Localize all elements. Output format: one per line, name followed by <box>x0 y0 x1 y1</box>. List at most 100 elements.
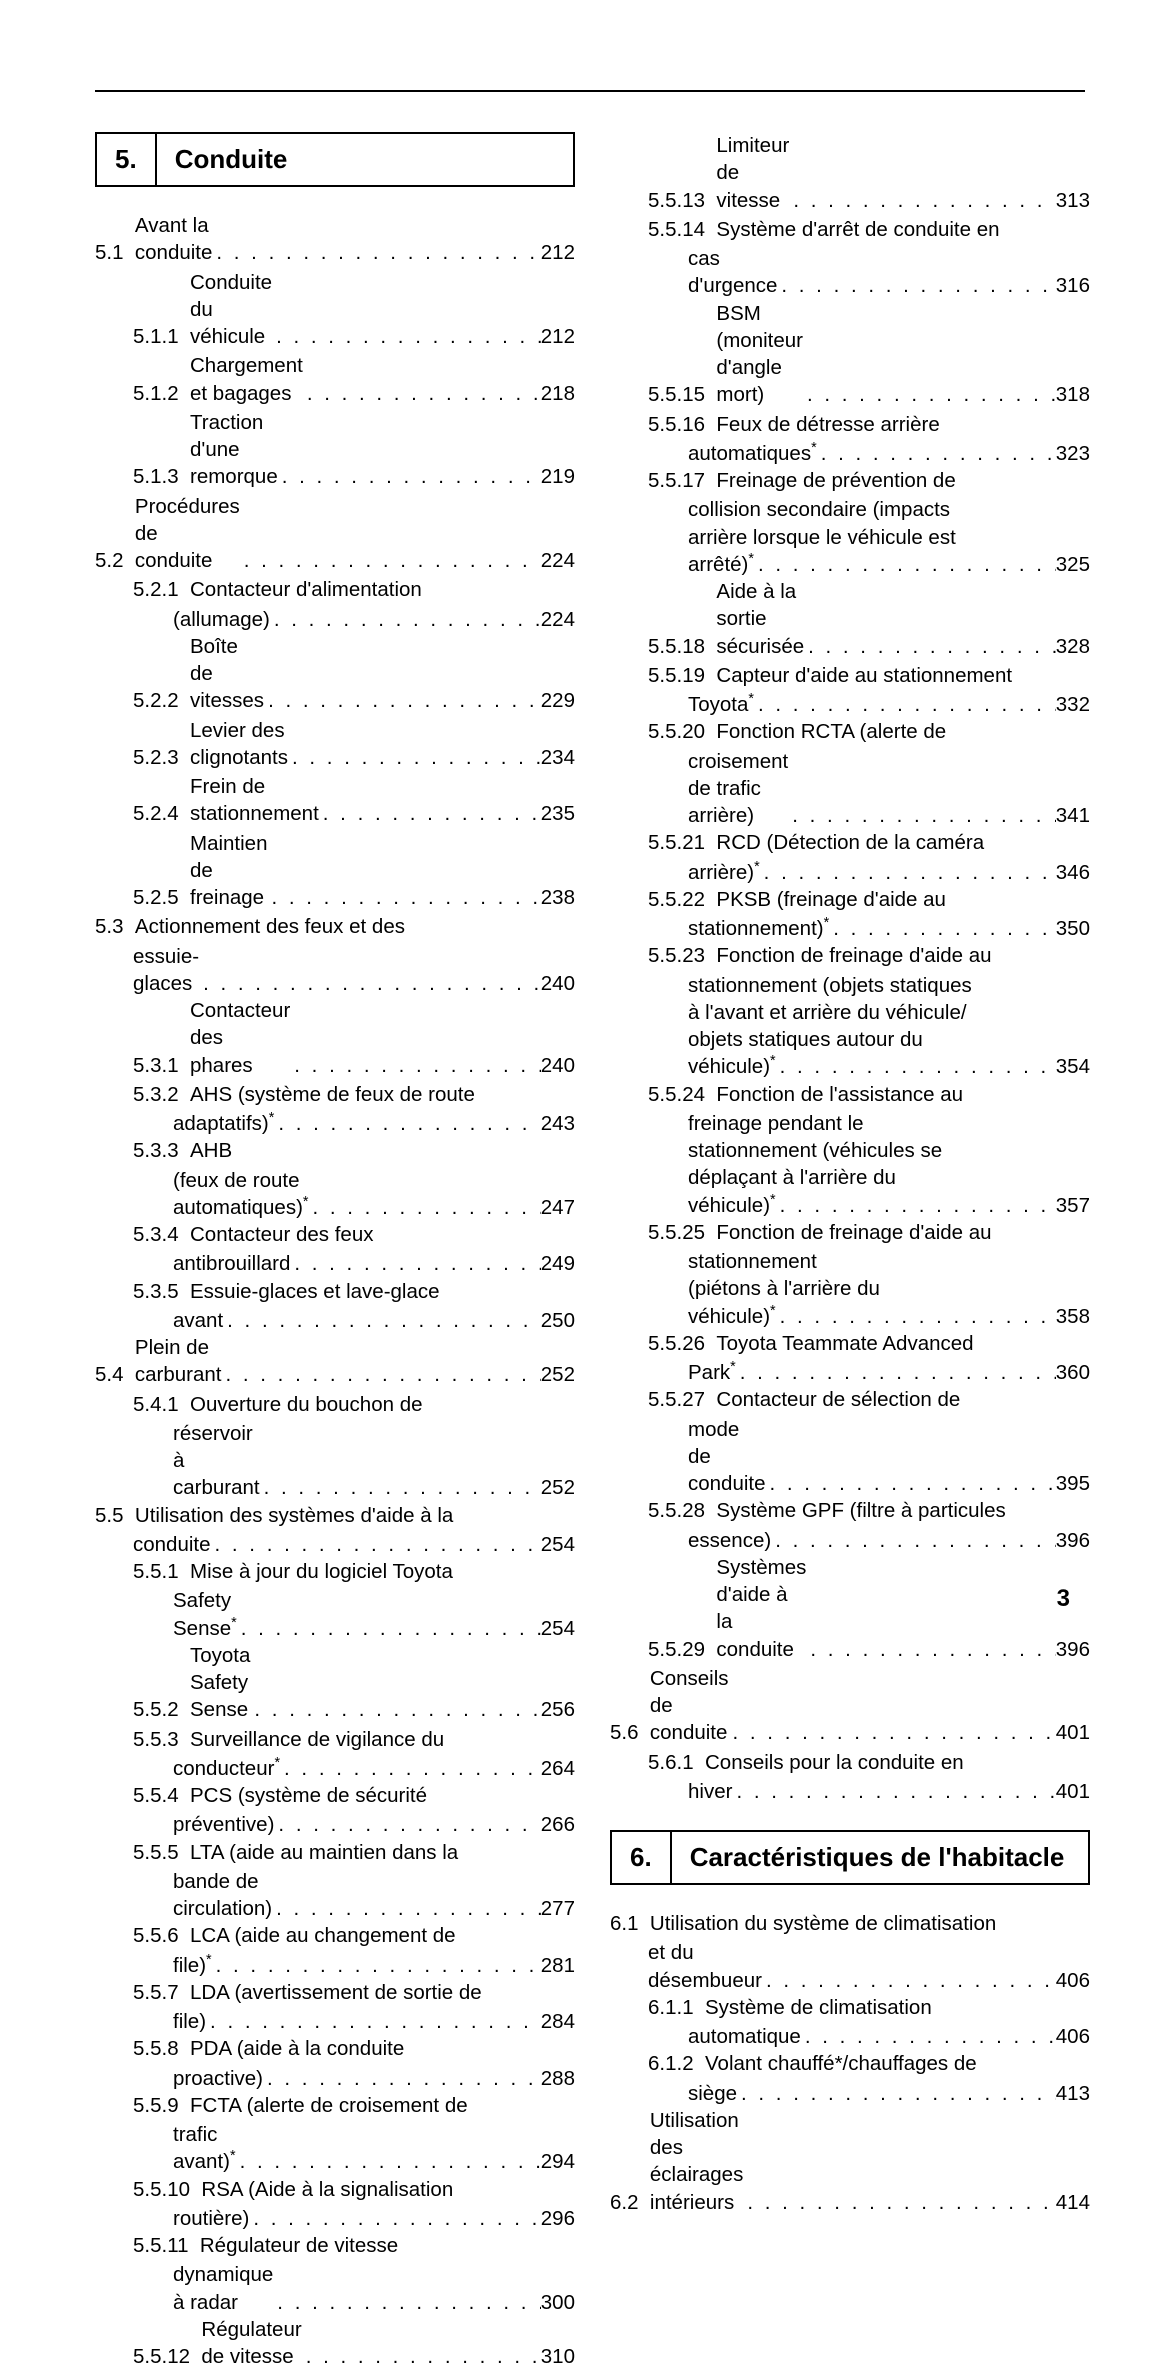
toc-entry-page: 229 <box>541 687 575 714</box>
toc-entry-label: et du désembueur <box>648 1939 762 1994</box>
toc-entry-label: Volant chauffé*/chauffages de <box>705 2050 977 2077</box>
toc-entry-page: 266 <box>541 1811 575 1838</box>
toc-entry: 6.2 Utilisation des éclairages intérieur… <box>610 2107 1090 2216</box>
toc-entry-page: 243 <box>541 1110 575 1137</box>
toc-entry-label: Boîte de vitesses <box>190 633 264 715</box>
dot-leaders: . . . . . . . . . . . . . . . . . . . . … <box>788 802 1056 829</box>
toc-entry-page: 238 <box>541 884 575 911</box>
toc-entry-label: adaptatifs)* <box>173 1110 274 1137</box>
toc-entry-page: 354 <box>1056 1053 1090 1080</box>
toc-entry-number: 5.5.12 <box>133 2343 201 2370</box>
toc-entry-number: 5.2.1 <box>133 576 190 603</box>
toc-entry-number: 5.5.28 <box>648 1497 716 1524</box>
toc-entry-page: 346 <box>1056 859 1090 886</box>
toc-entry: 5.5.5 LTA (aide au maintien dans labande… <box>95 1839 575 1923</box>
toc-entry-number: 5.4.1 <box>133 1391 190 1418</box>
toc-entry-page: 406 <box>1056 1967 1090 1994</box>
toc-entry-page: 413 <box>1056 2080 1090 2107</box>
toc-entry-label: (allumage) <box>173 606 270 633</box>
toc-entry-page: 249 <box>541 1250 575 1277</box>
dot-leaders: . . . . . . . . . . . . . . . . . . . . … <box>762 1967 1056 1994</box>
toc-entry-number: 5.5.14 <box>648 216 716 243</box>
toc-entry-label: croisement de trafic arrière) <box>688 748 788 830</box>
chapter-title: Conduite <box>157 134 306 185</box>
toc-entry-line: 5.5.20 Fonction RCTA (alerte de <box>610 718 1090 745</box>
dot-leaders: . . . . . . . . . . . . . . . . . . . . … <box>264 687 541 714</box>
toc-entry-number: 5.5.4 <box>133 1782 190 1809</box>
toc-entry-line: freinage pendant le <box>610 1110 1090 1137</box>
toc-entry-lastline: et du désembueur . . . . . . . . . . . .… <box>610 1939 1090 1994</box>
toc-entry: 6.1.1 Système de climatisationautomatiqu… <box>610 1994 1090 2051</box>
toc-entry-label: Frein de stationnement <box>190 773 319 828</box>
toc-entry-lastline: cas d'urgence . . . . . . . . . . . . . … <box>610 245 1090 300</box>
toc-entry-line: 5.5.22 PKSB (freinage d'aide au <box>610 886 1090 913</box>
toc-entry-number: 5.5.27 <box>648 1386 716 1413</box>
toc-entry-number: 6.1 <box>610 1910 650 1937</box>
toc-entry-number: 5.5.2 <box>133 1696 190 1723</box>
toc-entry-lastline: dynamique à radar . . . . . . . . . . . … <box>95 2261 575 2316</box>
toc-entry-page: 358 <box>1056 1303 1090 1330</box>
toc-entry-label: Système GPF (filtre à particules <box>716 1497 1005 1524</box>
toc-entry-line: 6.1.2 Volant chauffé*/chauffages de <box>610 2050 1090 2077</box>
toc-entry-label: Feux de détresse arrière <box>716 411 939 438</box>
toc-entry-number: 5.5.25 <box>648 1219 716 1246</box>
toc-entry-lastline: routière) . . . . . . . . . . . . . . . … <box>95 2205 575 2232</box>
toc-entry-label: routière) <box>173 2205 249 2232</box>
toc-entry-label: PDA (aide à la conduite <box>190 2035 404 2062</box>
toc-entry-label: Freinage de prévention de <box>716 467 955 494</box>
toc-entry: 5.3.2 AHS (système de feux de routeadapt… <box>95 1081 575 1138</box>
toc-entry-lastline: adaptatifs)* . . . . . . . . . . . . . .… <box>95 1110 575 1137</box>
toc-entry-label: arrière)* <box>688 859 760 886</box>
toc-entry: 5.2.3 Levier des clignotants . . . . . .… <box>95 717 575 772</box>
toc-entry-page: 224 <box>541 606 575 633</box>
toc-entry-label: trafic avant)* <box>173 2121 236 2176</box>
toc-entry-label: stationnement)* <box>688 915 829 942</box>
toc-entry-line: 5.5.28 Système GPF (filtre à particules <box>610 1497 1090 1524</box>
toc-entry-page: 328 <box>1056 633 1090 660</box>
toc-entry-label: PCS (système de sécurité <box>190 1782 427 1809</box>
toc-entry-label: Utilisation des systèmes d'aide à la <box>135 1502 453 1529</box>
toc-entry-number: 5.2.3 <box>133 744 190 771</box>
toc-entry-line: stationnement (objets statiques <box>610 972 1090 999</box>
toc-entry: 5.5.27 Contacteur de sélection demode de… <box>610 1386 1090 1497</box>
toc-entry-page: 288 <box>541 2065 575 2092</box>
toc-entry-label: Toyota Safety Sense <box>190 1642 250 1724</box>
toc-entry-line: 5.6.1 Conseils pour la conduite en <box>610 1749 1090 1776</box>
dot-leaders: . . . . . . . . . . . . . . . . . . . . … <box>302 2343 541 2370</box>
toc-entry-number: 5.5.18 <box>648 633 716 660</box>
toc-entry-page: 357 <box>1056 1192 1090 1219</box>
toc-entry-label: proactive) <box>173 2065 263 2092</box>
toc-entry-label: AHS (système de feux de route <box>190 1081 475 1108</box>
toc-entry: 5.5.16 Feux de détresse arrièreautomatiq… <box>610 411 1090 468</box>
toc-entry-label: automatique <box>688 2023 801 2050</box>
toc-entry: 5.5.13 Limiteur de vitesse . . . . . . .… <box>610 132 1090 214</box>
toc-entry-page: 401 <box>1056 1719 1090 1746</box>
toc-entry-label: Conseils de conduite <box>650 1665 729 1747</box>
toc-right-bottom: 6.1 Utilisation du système de climatisat… <box>610 1910 1090 2216</box>
toc-left: 5.1 Avant la conduite . . . . . . . . . … <box>95 212 575 2370</box>
toc-entry-label: Essuie-glaces et lave-glace <box>190 1278 440 1305</box>
toc-entry-lastline: essuie-glaces . . . . . . . . . . . . . … <box>95 943 575 998</box>
dot-leaders: . . . . . . . . . . . . . . . . . . . . … <box>303 380 541 407</box>
toc-entry-line: 5.5.27 Contacteur de sélection de <box>610 1386 1090 1413</box>
toc-entry-line: 5.3.2 AHS (système de feux de route <box>95 1081 575 1108</box>
toc-entry-line: déplaçant à l'arrière du <box>610 1164 1090 1191</box>
toc-entry-page: 313 <box>1056 187 1090 214</box>
toc-entry-label: Contacteur des phares <box>190 997 290 1079</box>
toc-entry-line: 5.5.6 LCA (aide au changement de <box>95 1922 575 1949</box>
toc-entry-line: 5.5.11 Régulateur de vitesse <box>95 2232 575 2259</box>
toc-entry-lastline: (feux de route automatiques)* . . . . . … <box>95 1167 575 1222</box>
toc-entry-lastline: arrêté)* . . . . . . . . . . . . . . . .… <box>610 551 1090 578</box>
dot-leaders: . . . . . . . . . . . . . . . . . . . . … <box>212 239 540 266</box>
dot-leaders: . . . . . . . . . . . . . . . . . . . . … <box>236 2148 541 2175</box>
toc-entry-label: Fonction de freinage d'aide au <box>716 942 991 969</box>
toc-entry-number: 5.5.3 <box>133 1726 190 1753</box>
toc-entry-number: 5.4 <box>95 1361 135 1388</box>
toc-entry: 5.5.23 Fonction de freinage d'aide austa… <box>610 942 1090 1080</box>
toc-entry-label: cas d'urgence <box>688 245 777 300</box>
toc-entry-page: 247 <box>541 1194 575 1221</box>
toc-entry-page: 254 <box>541 1615 575 1642</box>
toc-entry-label: LCA (aide au changement de <box>190 1922 456 1949</box>
toc-entry-page: 234 <box>541 744 575 771</box>
toc-entry: 5.5.9 FCTA (alerte de croisement detrafi… <box>95 2092 575 2176</box>
